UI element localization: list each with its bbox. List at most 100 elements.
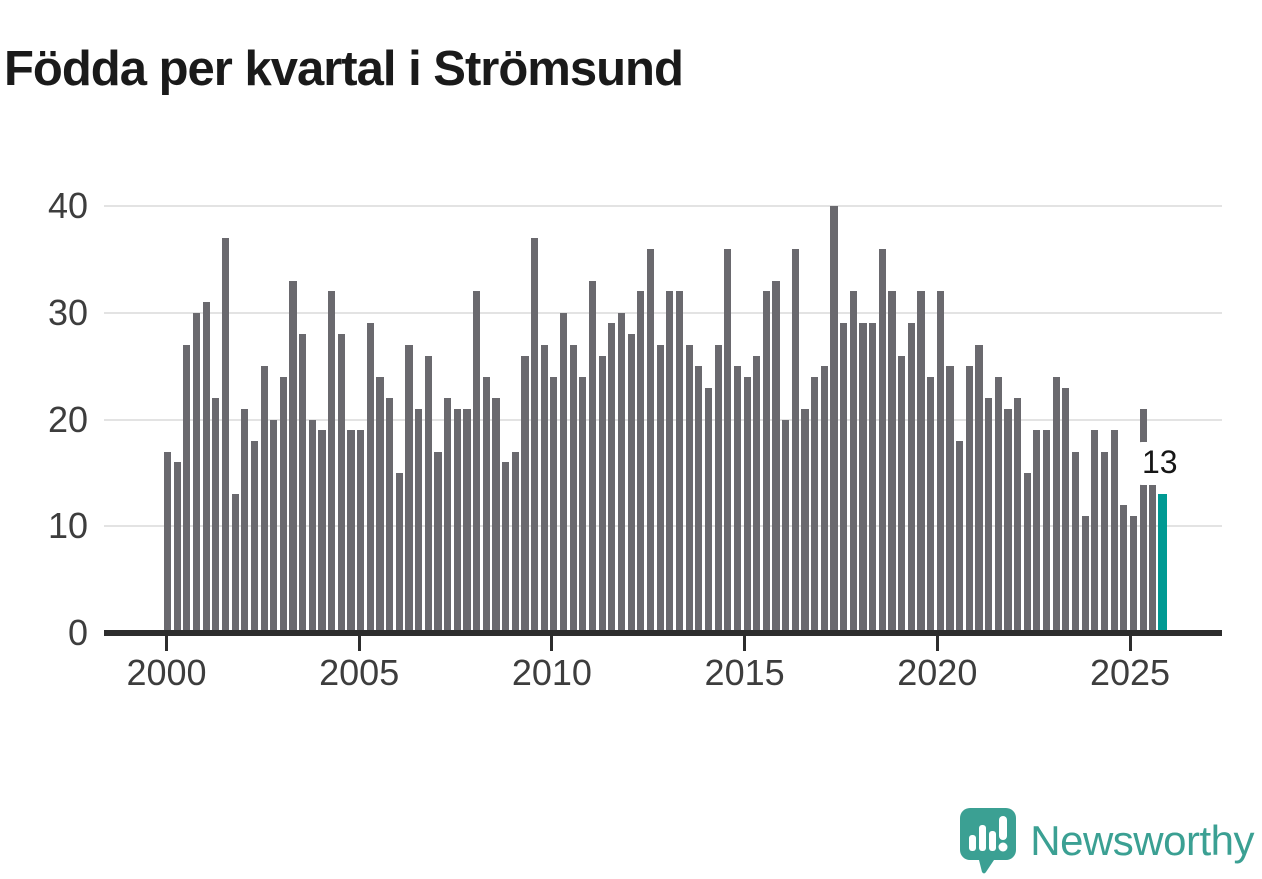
bar (743, 376, 751, 634)
gridline-y40 (104, 205, 1222, 207)
y-axis-tick-label: 10 (47, 505, 88, 547)
bar (637, 291, 645, 634)
bar (753, 355, 761, 634)
bar (656, 344, 664, 634)
bar (212, 398, 220, 634)
bar (579, 376, 587, 634)
bar (724, 248, 732, 634)
bar (994, 376, 1002, 634)
x-axis-tick (743, 636, 747, 651)
bar (1149, 483, 1157, 634)
y-axis-tick-label: 0 (67, 612, 88, 654)
bar (714, 344, 722, 634)
bar (453, 408, 461, 634)
bar (878, 248, 886, 634)
bar (907, 323, 915, 634)
bar (366, 323, 374, 634)
bar (859, 323, 867, 634)
newsworthy-logo-icon (960, 808, 1017, 874)
bar (820, 366, 828, 634)
bar (1071, 451, 1080, 634)
bar (347, 430, 355, 634)
bar (328, 291, 336, 634)
bar (1023, 473, 1031, 634)
bar (772, 280, 780, 634)
bar (482, 376, 490, 634)
x-axis-tick-label: 2020 (897, 652, 978, 693)
highlighted-bar (1158, 494, 1167, 634)
x-axis-tick-label: 2000 (126, 652, 207, 693)
bar (463, 408, 471, 634)
bar (946, 366, 954, 634)
bar (598, 355, 606, 634)
bar (801, 408, 809, 634)
bar (588, 280, 597, 634)
bar (1120, 505, 1128, 634)
y-axis-tick-label: 20 (47, 398, 88, 440)
bar (985, 398, 993, 634)
y-axis-tick-label: 30 (47, 291, 88, 333)
bar (1129, 515, 1138, 634)
bar (869, 323, 877, 634)
bar (927, 376, 935, 634)
bar (492, 398, 500, 634)
bar (511, 451, 519, 634)
bar (617, 312, 626, 634)
bar (782, 419, 790, 634)
bar (849, 291, 857, 634)
bar (434, 451, 442, 634)
bar (395, 473, 403, 634)
bar (762, 291, 770, 634)
bar (1004, 408, 1012, 634)
bar (888, 291, 896, 634)
bar (1062, 387, 1070, 634)
bar (550, 376, 558, 634)
bar (646, 248, 655, 634)
x-axis-tick (550, 636, 554, 651)
bar (502, 462, 510, 634)
bar (733, 366, 742, 634)
bar (627, 334, 635, 634)
bar (1052, 376, 1060, 634)
bar-chart-plot-area: 0 10 20 30 40 2000 2005 2010 2015 2020 2025 (47, 188, 1222, 693)
bar (1100, 451, 1109, 634)
bar (530, 238, 539, 634)
gridline-y30 (104, 311, 1222, 314)
bar (521, 355, 529, 634)
bar (1042, 430, 1051, 634)
bar (405, 344, 413, 634)
bar (936, 291, 944, 634)
bar (444, 398, 452, 634)
x-axis-tick (935, 636, 939, 651)
bar (202, 302, 210, 634)
x-axis-tick-label: 2005 (319, 652, 400, 693)
bar (559, 312, 568, 634)
x-axis-tick (357, 636, 361, 651)
bar (704, 387, 713, 634)
bar (1110, 430, 1118, 634)
bar (811, 376, 819, 634)
bar (308, 419, 316, 634)
x-axis-tick (1128, 636, 1132, 651)
bar (241, 408, 249, 634)
bar (1081, 515, 1089, 634)
bar (1139, 408, 1147, 634)
newsworthy-branding: Newsworthy (960, 808, 1254, 874)
x-axis-tick-label: 2010 (511, 652, 592, 693)
bar (173, 462, 181, 634)
bar (830, 206, 838, 634)
bar (956, 440, 964, 634)
bar (1091, 430, 1099, 634)
bar (386, 398, 394, 634)
bar (608, 323, 616, 634)
bar (695, 366, 703, 634)
bar (279, 376, 287, 634)
bar (250, 440, 259, 634)
bar (898, 355, 906, 634)
x-axis-tick-label: 2025 (1089, 652, 1171, 693)
chart-title: Födda per kvartal i Strömsund (4, 41, 684, 96)
bar (666, 291, 674, 634)
bar (1033, 430, 1041, 634)
bar (376, 376, 384, 634)
bar (260, 366, 268, 634)
